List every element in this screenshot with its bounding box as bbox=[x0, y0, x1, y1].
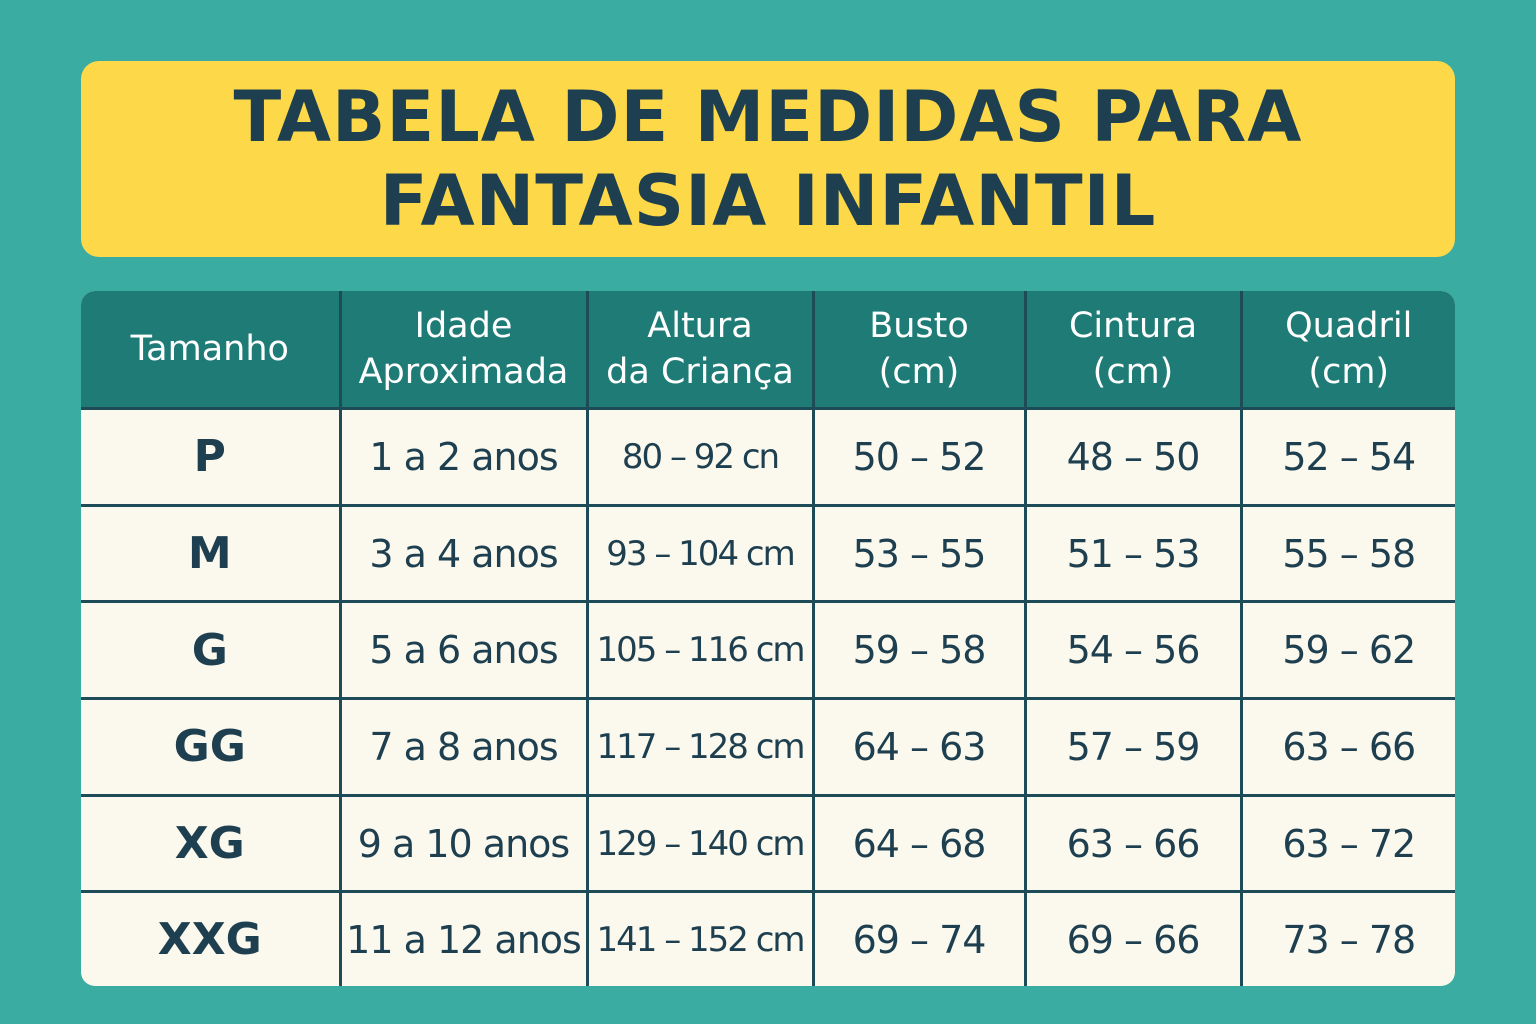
table-row: XXG 11 a 12 anos 141 – 152 cm 69 – 74 69… bbox=[81, 891, 1455, 986]
header-cintura: Cintura (cm) bbox=[1025, 291, 1243, 410]
bust-cell: 50 – 52 bbox=[813, 408, 1027, 507]
header-row: Tamanho Idade Aproximada Altura da Crian… bbox=[81, 291, 1455, 410]
header-sublabel: Aproximada bbox=[358, 352, 569, 392]
age-cell: 9 a 10 anos bbox=[340, 795, 589, 894]
header-label: Cintura bbox=[1068, 306, 1198, 346]
hip-cell: 63 – 72 bbox=[1241, 795, 1455, 894]
header-quadril: Quadril (cm) bbox=[1241, 291, 1455, 410]
size-cell: P bbox=[81, 408, 342, 507]
height-cell: 141 – 152 cm bbox=[587, 891, 815, 986]
title-banner: TABELA DE MEDIDAS PARA FANTASIA INFANTIL bbox=[81, 61, 1455, 257]
size-cell: G bbox=[81, 601, 342, 701]
header-sublabel: (cm) bbox=[1308, 352, 1390, 392]
height-cell: 117 – 128 cm bbox=[587, 698, 815, 797]
hip-cell: 59 – 62 bbox=[1241, 601, 1455, 701]
bust-cell: 64 – 68 bbox=[813, 795, 1027, 894]
hip-cell: 55 – 58 bbox=[1241, 505, 1455, 604]
table-row: XG 9 a 10 anos 129 – 140 cm 64 – 68 63 –… bbox=[81, 795, 1455, 894]
hip-cell: 73 – 78 bbox=[1282, 917, 1416, 962]
waist-cell: 51 – 53 bbox=[1025, 505, 1243, 604]
header-sublabel: da Criança bbox=[606, 352, 794, 392]
table-row: M 3 a 4 anos 93 – 104 cm 53 – 55 51 – 53… bbox=[81, 505, 1455, 604]
waist-cell: 69 – 66 bbox=[1025, 891, 1243, 986]
age-cell: 7 a 8 anos bbox=[340, 698, 589, 797]
height-cell: 80 – 92 cn bbox=[587, 408, 815, 507]
waist-cell: 57 – 59 bbox=[1025, 698, 1243, 797]
page-title-line-1: TABELA DE MEDIDAS PARA bbox=[233, 76, 1303, 158]
table-row: G 5 a 6 anos 105 – 116 cm 59 – 58 54 – 5… bbox=[81, 601, 1455, 701]
age-cell: 3 a 4 anos bbox=[340, 505, 589, 604]
page-title-line-2: FANTASIA INFANTIL bbox=[379, 160, 1157, 242]
header-sublabel: (cm) bbox=[1092, 352, 1174, 392]
header-label: Idade bbox=[414, 306, 513, 346]
age-cell: 5 a 6 anos bbox=[340, 601, 589, 701]
height-cell: 129 – 140 cm bbox=[587, 795, 815, 894]
header-label: Quadril bbox=[1285, 306, 1413, 346]
waist-cell: 63 – 66 bbox=[1025, 795, 1243, 894]
waist-cell: 54 – 56 bbox=[1025, 601, 1243, 701]
age-cell: 11 a 12 anos bbox=[340, 891, 589, 986]
header-tamanho: Tamanho bbox=[81, 291, 342, 410]
measurements-table: Tamanho Idade Aproximada Altura da Crian… bbox=[81, 291, 1455, 986]
header-label: Altura bbox=[647, 306, 753, 346]
size-cell: GG bbox=[81, 698, 342, 797]
size-table: Tamanho Idade Aproximada Altura da Crian… bbox=[81, 291, 1455, 986]
bust-cell: 53 – 55 bbox=[813, 505, 1027, 604]
header-sublabel: (cm) bbox=[878, 352, 960, 392]
height-cell: 93 – 104 cm bbox=[587, 505, 815, 604]
age-cell: 1 a 2 anos bbox=[340, 408, 589, 507]
header-busto: Busto (cm) bbox=[813, 291, 1027, 410]
header-label: Tamanho bbox=[130, 329, 289, 369]
bust-cell: 64 – 63 bbox=[813, 698, 1027, 797]
hip-cell: 52 – 54 bbox=[1241, 408, 1455, 507]
header-altura: Altura da Criança bbox=[587, 291, 815, 410]
table-row: P 1 a 2 anos 80 – 92 cn 50 – 52 48 – 50 … bbox=[81, 408, 1455, 507]
bust-cell: 59 – 58 bbox=[813, 601, 1027, 701]
bust-cell: 69 – 74 bbox=[813, 891, 1027, 986]
header-label: Busto bbox=[869, 306, 969, 346]
waist-cell: 48 – 50 bbox=[1025, 408, 1243, 507]
height-cell: 105 – 116 cm bbox=[587, 601, 815, 701]
hip-cell: 63 – 66 bbox=[1241, 698, 1455, 797]
size-cell: XG bbox=[81, 795, 342, 894]
table-row: GG 7 a 8 anos 117 – 128 cm 64 – 63 57 – … bbox=[81, 698, 1455, 797]
size-cell: XXG bbox=[81, 891, 342, 986]
size-cell: M bbox=[81, 505, 342, 604]
header-idade: Idade Aproximada bbox=[340, 291, 589, 410]
